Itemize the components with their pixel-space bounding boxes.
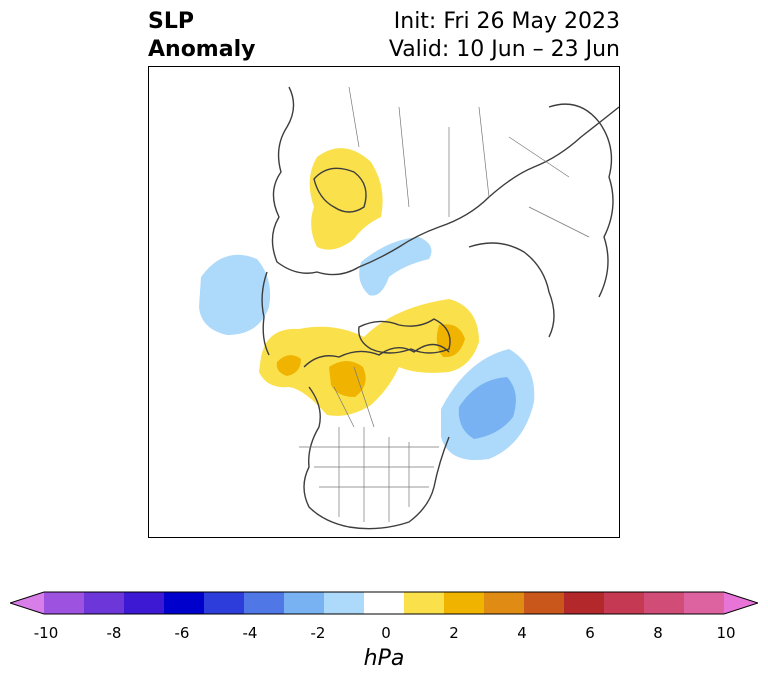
colorbar-tick-label: 8: [653, 624, 663, 642]
colorbar-tick-label: 6: [585, 624, 595, 642]
colorbar-segment: [684, 592, 725, 614]
colorbar-tick-label: 4: [517, 624, 527, 642]
init-date: Init: Fri 26 May 2023: [393, 9, 620, 34]
anomaly-europe: [309, 148, 383, 250]
colorbar-tick-label: -8: [106, 624, 122, 642]
colorbar-tick-label: 2: [449, 624, 459, 642]
colorbar-segment: [564, 592, 605, 614]
colorbar-extend-max: [724, 592, 758, 614]
colorbar-segment: [444, 592, 485, 614]
colorbar-segment: [524, 592, 565, 614]
colorbar-svg: [8, 591, 760, 615]
colorbar-tick-label: -2: [310, 624, 326, 642]
colorbar-segment: [404, 592, 445, 614]
anomaly-canada-core-central: [329, 361, 366, 397]
colorbar-segment: [284, 592, 325, 614]
colorbar-segment: [644, 592, 685, 614]
colorbar-tick-label: -10: [33, 624, 59, 642]
valid-period: Init: Fri 26 May 2023 Valid: 10 Jun – 23…: [389, 8, 620, 64]
anomaly-arctic-negative: [359, 237, 432, 296]
map-title: SLP Anomaly: [148, 8, 255, 64]
anomaly-pacific-negative: [199, 254, 271, 335]
coastlines: [261, 86, 619, 530]
colorbar-segment: [84, 592, 125, 614]
colorbar-unit: hPa: [363, 646, 405, 671]
colorbar-segment: [484, 592, 525, 614]
colorbar-segment: [204, 592, 245, 614]
colorbar-segment: [124, 592, 165, 614]
colorbar: [8, 588, 760, 624]
colorbar-segment: [324, 592, 365, 614]
colorbar-segment: [364, 592, 405, 614]
colorbar-segment: [164, 592, 205, 614]
anomaly-atlantic-core: [458, 377, 516, 439]
map-svg: [199, 86, 619, 530]
colorbar-segment: [244, 592, 285, 614]
anomaly-canada-core-west: [276, 355, 301, 376]
title-line-2: Anomaly: [148, 37, 256, 62]
colorbar-tick-label: 10: [716, 624, 736, 642]
colorbar-extend-min: [10, 592, 44, 614]
colorbar-ticks: -10 -8 -6 -4 -2 0 2 4 6 8 10: [0, 624, 768, 644]
colorbar-segment: [604, 592, 645, 614]
colorbar-tick-label: 0: [381, 624, 391, 642]
title-line-1: SLP: [148, 9, 194, 34]
anomaly-fills: [199, 148, 535, 461]
colorbar-tick-label: -6: [174, 624, 190, 642]
anomaly-canada-positive: [259, 299, 479, 416]
map-panel: [148, 66, 620, 538]
valid-range: Valid: 10 Jun – 23 Jun: [388, 37, 620, 62]
colorbar-tick-label: -4: [242, 624, 258, 642]
borders: [299, 86, 590, 522]
anomaly-canada-core-east: [436, 324, 465, 358]
colorbar-segment: [44, 592, 85, 614]
